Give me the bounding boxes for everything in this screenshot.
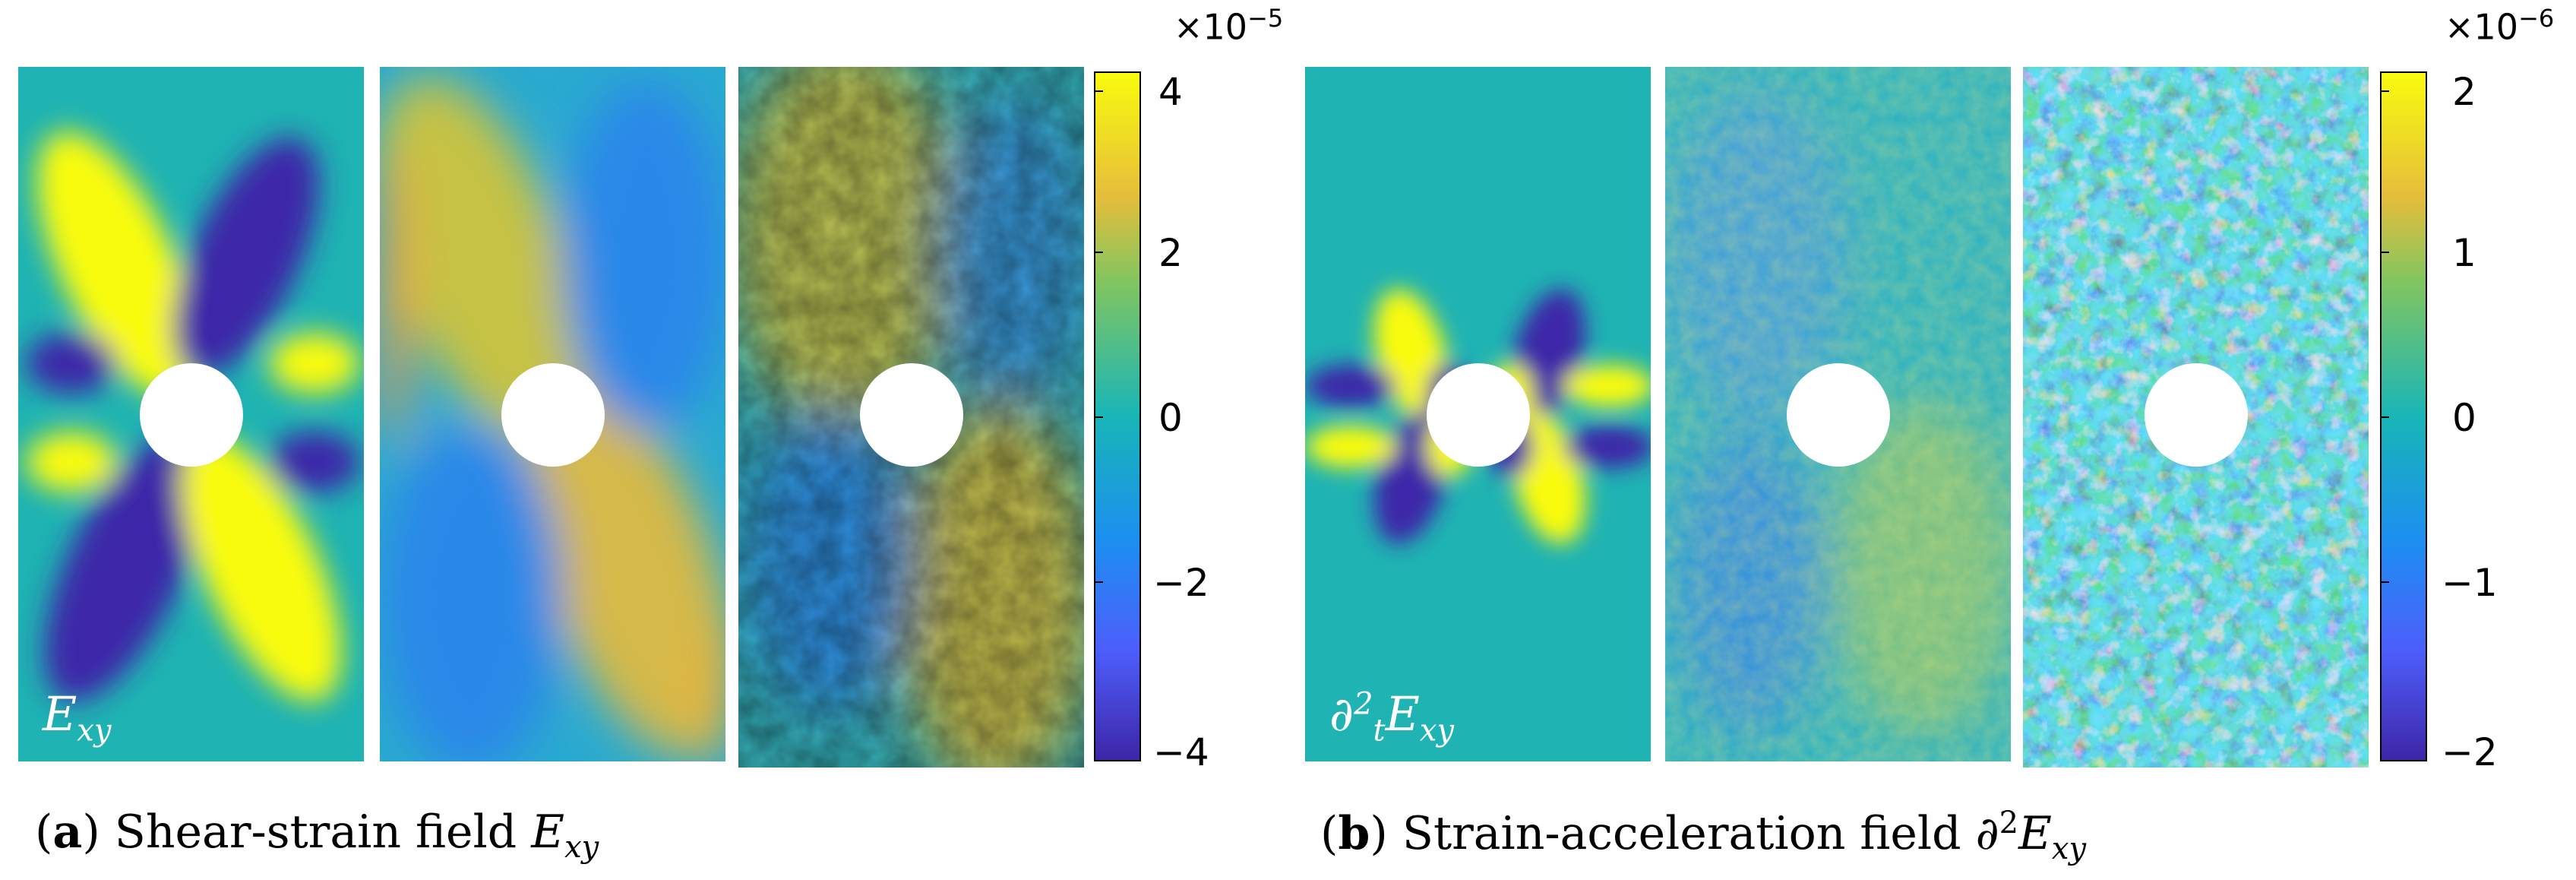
hole [2145,363,2248,467]
colorbar-b-tick-label: 1 [2452,231,2476,275]
hole [860,363,963,467]
hole [501,363,605,467]
colorbar-b-tick-label: 0 [2452,396,2476,440]
hole [1427,363,1530,467]
colorbar-b-tick [2380,90,2389,92]
colorbar-b-tick-label: 2 [2452,70,2476,114]
colorbar-a-tick [1094,581,1103,583]
panel-a-reference-field: Exy [18,67,364,761]
field-label-exy: Exy [43,685,112,748]
colorbar-a-tick-label: 2 [1158,231,1183,275]
colorbar-a-tick-label: 0 [1158,396,1183,440]
colorbar-b-exponent: ×10−6 [2445,4,2555,48]
panel-b-reference-field: ∂2tExy [1305,67,1651,761]
hole [1787,363,1890,467]
colorbar-b-tick [2380,581,2389,583]
colorbar-a-tick [1094,90,1103,92]
caption-b: (b) Strain-acceleration field ∂2Exy [1320,806,2087,866]
colorbar-a-exponent: ×10−5 [1174,4,1284,48]
panel-a-noisy-field [738,67,1084,768]
colorbar-a-tick [1094,416,1103,418]
colorbar-b-tick [2380,252,2389,253]
caption-a: (a) Shear-strain field Exy [35,806,599,865]
colorbar-b-tick-label: −1 [2442,561,2498,605]
colorbar-a-tick-label: 4 [1158,70,1183,114]
colorbar-b-tick [2380,416,2389,418]
colorbar-a-tick [1094,252,1103,253]
colorbar-a-tick-label: −2 [1153,561,1209,605]
colorbar-b-tick-label: −2 [2442,730,2498,774]
panel-b-measured-field [1665,67,2011,761]
panel-a-measured-field [380,67,725,761]
hole [140,363,243,467]
colorbar-a-tick-label: −4 [1153,730,1209,774]
panel-b-noisy-field [2023,67,2369,768]
field-label-d2t-exy: ∂2tExy [1329,685,1455,748]
